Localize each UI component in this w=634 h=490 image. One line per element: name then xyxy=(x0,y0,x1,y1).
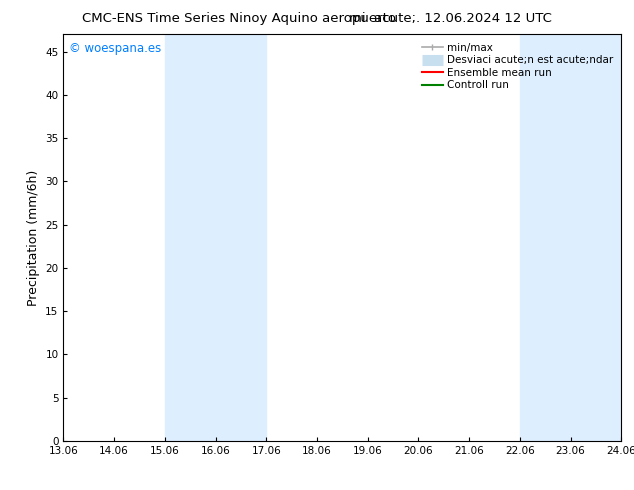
Text: CMC-ENS Time Series Ninoy Aquino aeropuerto: CMC-ENS Time Series Ninoy Aquino aeropue… xyxy=(82,12,396,25)
Y-axis label: Precipitation (mm/6h): Precipitation (mm/6h) xyxy=(27,170,40,306)
Text: mi  acute;. 12.06.2024 12 UTC: mi acute;. 12.06.2024 12 UTC xyxy=(349,12,552,25)
Legend: min/max, Desviaci acute;n est acute;ndar, Ensemble mean run, Controll run: min/max, Desviaci acute;n est acute;ndar… xyxy=(418,40,616,94)
Bar xyxy=(165,34,266,441)
Bar xyxy=(520,34,621,441)
Text: © woespana.es: © woespana.es xyxy=(69,43,161,55)
